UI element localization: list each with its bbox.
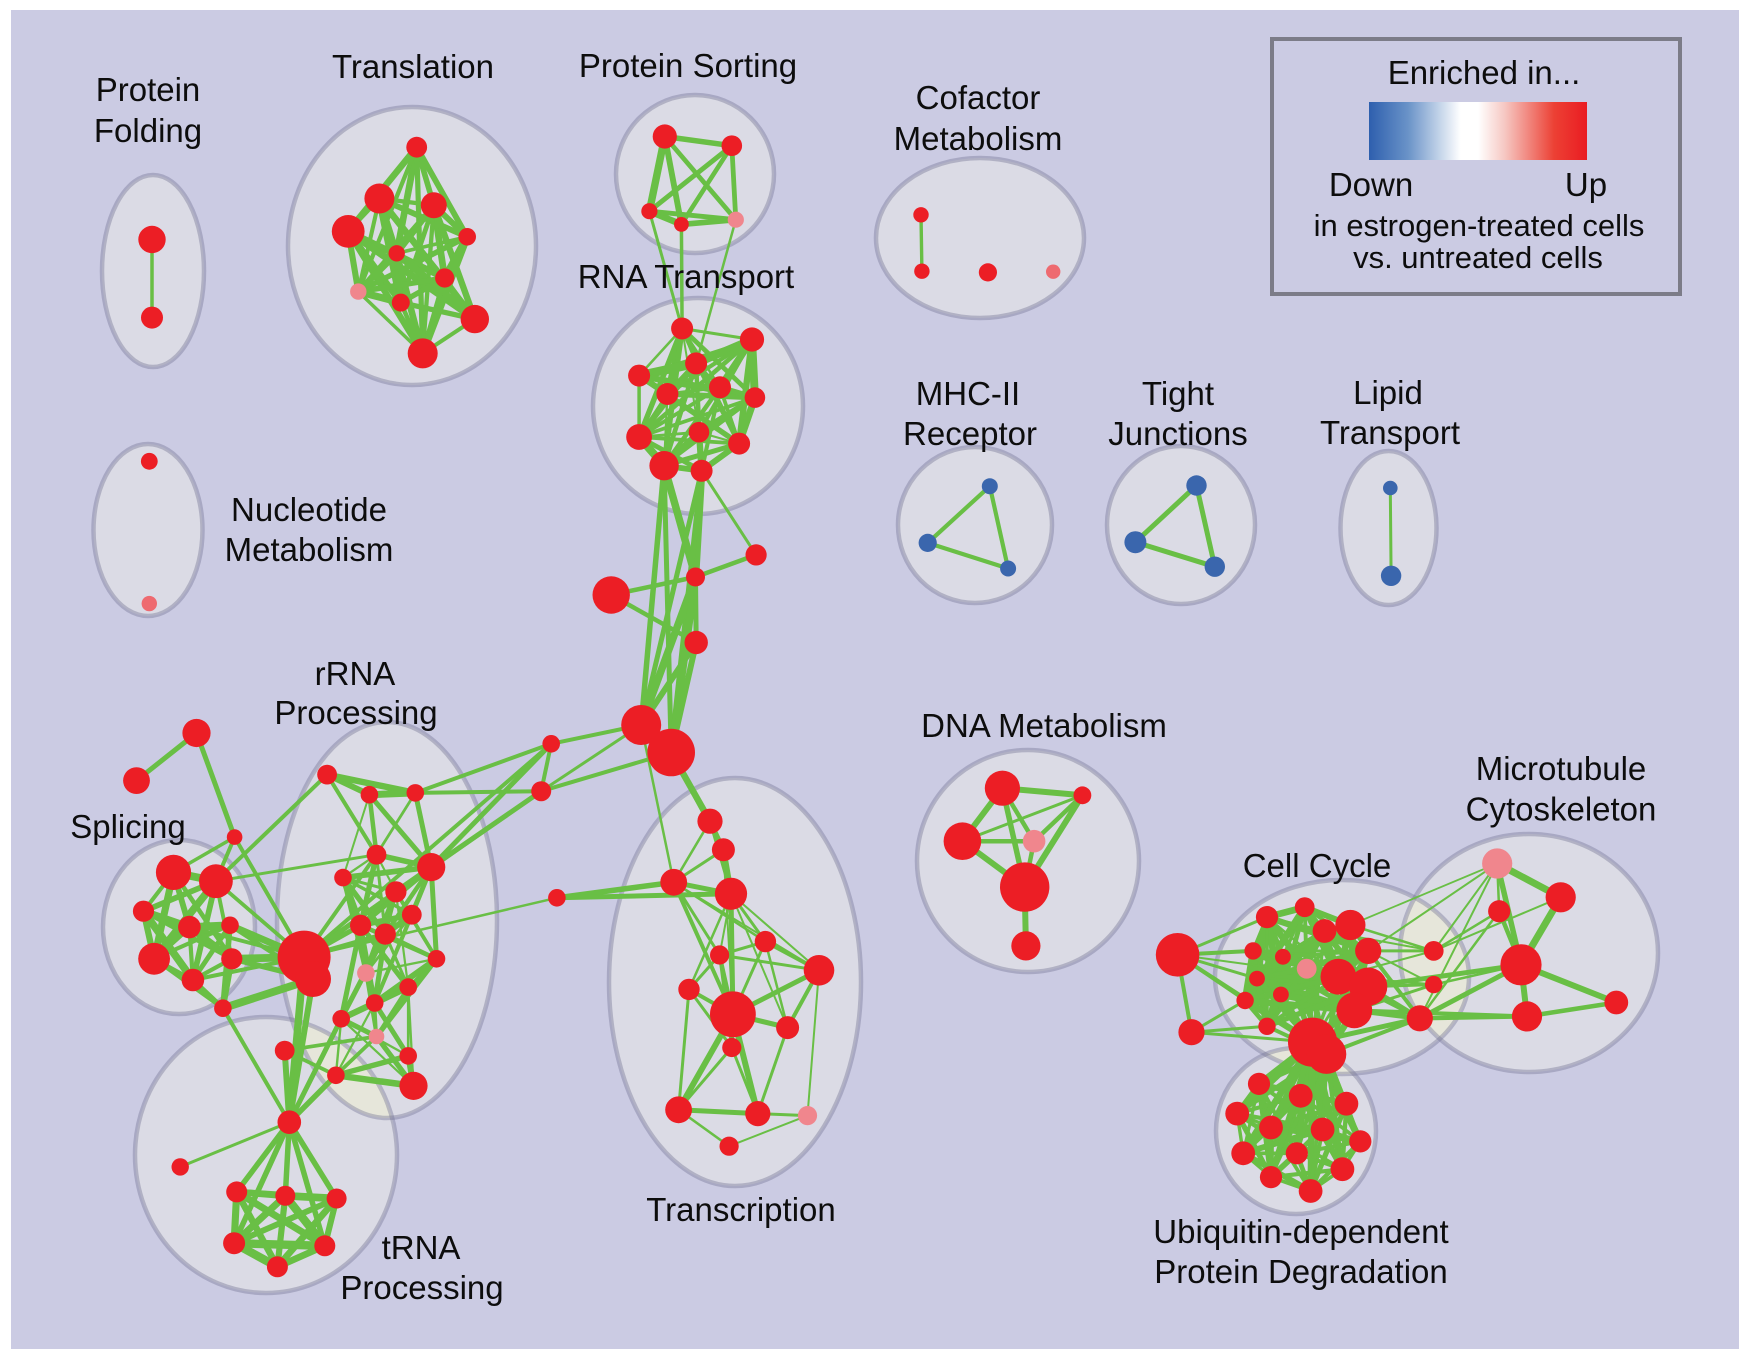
svg-text:Translation: Translation [332,48,494,85]
svg-text:Protein: Protein [96,71,201,108]
svg-text:Protein Sorting: Protein Sorting [579,47,797,84]
svg-text:Transcription: Transcription [646,1191,836,1228]
svg-text:Receptor: Receptor [903,415,1037,452]
svg-text:vs. untreated cells: vs. untreated cells [1353,240,1603,275]
svg-text:Metabolism: Metabolism [894,120,1063,157]
svg-text:Nucleotide: Nucleotide [231,491,387,528]
svg-text:Splicing: Splicing [70,808,186,845]
svg-text:Cytoskeleton: Cytoskeleton [1466,791,1657,828]
svg-text:Processing: Processing [274,694,437,731]
svg-text:Tight: Tight [1142,375,1214,412]
svg-text:MHC-II: MHC-II [916,375,1020,412]
svg-text:DNA Metabolism: DNA Metabolism [921,707,1167,744]
svg-text:rRNA: rRNA [315,655,396,692]
svg-text:RNA Transport: RNA Transport [578,258,794,295]
svg-text:Enriched in...: Enriched in... [1388,54,1581,91]
svg-text:Microtubule: Microtubule [1476,750,1647,787]
svg-text:Protein Degradation: Protein Degradation [1154,1253,1448,1290]
svg-text:Cell Cycle: Cell Cycle [1243,847,1392,884]
svg-text:Down: Down [1329,166,1413,203]
svg-text:Lipid: Lipid [1353,374,1423,411]
svg-text:Junctions: Junctions [1108,415,1247,452]
svg-text:Transport: Transport [1320,414,1460,451]
svg-text:in estrogen-treated cells: in estrogen-treated cells [1314,208,1645,243]
svg-text:Processing: Processing [340,1269,503,1306]
svg-text:tRNA: tRNA [382,1229,461,1266]
svg-text:Up: Up [1565,166,1607,203]
svg-text:Cofactor: Cofactor [916,79,1041,116]
svg-text:Folding: Folding [94,112,202,149]
svg-text:Ubiquitin-dependent: Ubiquitin-dependent [1153,1213,1448,1250]
svg-text:Metabolism: Metabolism [225,531,394,568]
